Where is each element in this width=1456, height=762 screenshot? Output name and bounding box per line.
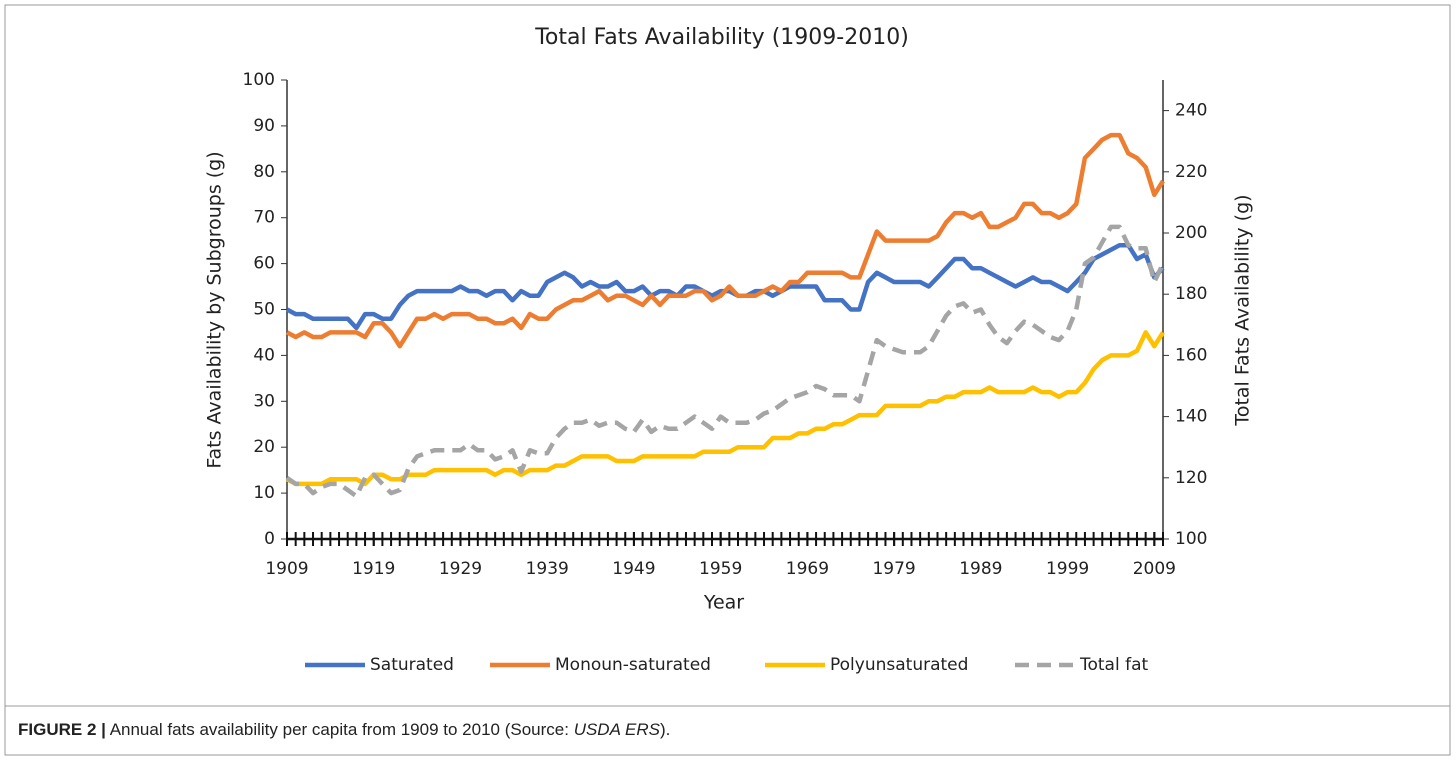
y-tick-label: 40 — [253, 345, 275, 365]
frame — [4, 4, 1451, 756]
y-tick-label: 90 — [253, 116, 275, 136]
x-tick-label: 1959 — [699, 559, 742, 579]
y-tick-label: 60 — [253, 254, 275, 274]
caption: FIGURE 2 | Annual fats availability per … — [18, 720, 670, 739]
y-axis-label: Fats Availability by Subgroups (g) — [204, 151, 226, 468]
caption-end: ). — [660, 720, 670, 739]
caption-label: FIGURE 2 | — [18, 720, 106, 739]
legend-label: Monoun-saturated — [555, 655, 711, 675]
series-line — [285, 132, 1165, 349]
x-tick-label: 1939 — [526, 559, 569, 579]
y-tick-label: 100 — [243, 70, 275, 90]
y-tick-label: 0 — [264, 529, 275, 549]
y2-axis-label: Total Fats Availability (g) — [1232, 194, 1254, 426]
x-tick-label: 2009 — [1133, 559, 1176, 579]
x-axis-label: Year — [703, 592, 744, 614]
x-tick-label: 1909 — [265, 559, 308, 579]
y2-tick-label: 120 — [1175, 468, 1207, 488]
x-tick-label: 1969 — [786, 559, 829, 579]
y2-tick-label: 220 — [1175, 162, 1207, 182]
y2-tick-label: 140 — [1175, 407, 1207, 427]
caption-text: Annual fats availability per capita from… — [110, 720, 574, 739]
y-tick-label: 80 — [253, 162, 275, 182]
x-tick-label: 1949 — [612, 559, 655, 579]
x-tick-label: 1979 — [872, 559, 915, 579]
x-tick-label: 1989 — [959, 559, 1002, 579]
x-tick-label: 1919 — [352, 559, 395, 579]
caption-source: USDA ERS — [574, 720, 661, 739]
y2-tick-label: 160 — [1175, 345, 1207, 365]
x-tick-label: 1999 — [1046, 559, 1089, 579]
y2-tick-label: 100 — [1175, 529, 1207, 549]
y2-tick-label: 240 — [1175, 101, 1207, 121]
series-line — [285, 242, 1165, 331]
x-tick-label: 1929 — [439, 559, 482, 579]
y2-tick-label: 180 — [1175, 284, 1207, 304]
series-line — [285, 224, 1166, 499]
y2-tick-label: 200 — [1175, 223, 1207, 243]
y-tick-label: 50 — [253, 300, 275, 320]
series-line — [285, 330, 1165, 487]
chart-title: Total Fats Availability (1909-2010) — [534, 25, 909, 50]
y-tick-label: 70 — [253, 208, 275, 228]
y-tick-label: 30 — [253, 391, 275, 411]
legend-label: Total fat — [1079, 655, 1149, 675]
y-tick-label: 20 — [253, 437, 275, 457]
y-tick-label: 10 — [253, 483, 275, 503]
legend-label: Polyunsaturated — [830, 655, 968, 675]
legend-label: Saturated — [370, 655, 454, 675]
